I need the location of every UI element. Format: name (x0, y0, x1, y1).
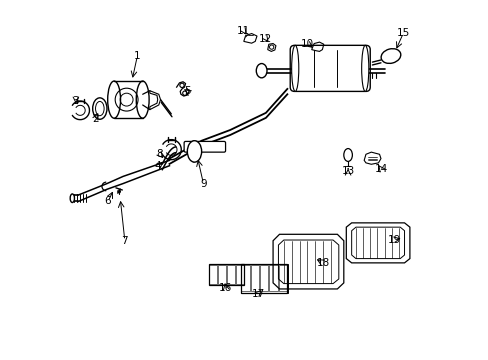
Ellipse shape (256, 64, 266, 78)
Ellipse shape (136, 81, 149, 118)
Text: 3: 3 (72, 96, 79, 106)
Text: 19: 19 (387, 235, 400, 245)
Ellipse shape (380, 49, 400, 63)
Text: 11: 11 (237, 26, 250, 36)
Text: 12: 12 (259, 33, 272, 44)
Text: 17: 17 (251, 289, 264, 298)
Ellipse shape (291, 45, 298, 91)
Text: 13: 13 (341, 166, 354, 176)
Text: 10: 10 (300, 39, 313, 49)
Text: 5: 5 (183, 86, 190, 96)
FancyBboxPatch shape (184, 141, 225, 152)
Text: 16: 16 (219, 283, 232, 293)
Ellipse shape (361, 45, 368, 91)
Ellipse shape (187, 141, 201, 162)
Text: 8: 8 (156, 149, 163, 159)
Text: 9: 9 (200, 179, 206, 189)
Text: 7: 7 (122, 236, 128, 246)
Text: 4: 4 (154, 161, 161, 171)
Text: 1: 1 (134, 51, 141, 61)
Text: 14: 14 (374, 163, 387, 174)
Ellipse shape (343, 149, 352, 161)
Ellipse shape (70, 194, 74, 203)
Text: 18: 18 (316, 258, 329, 268)
Text: 15: 15 (396, 28, 409, 38)
FancyBboxPatch shape (290, 45, 369, 91)
Ellipse shape (107, 81, 121, 118)
Text: 6: 6 (104, 197, 111, 206)
Text: 2: 2 (92, 113, 99, 123)
